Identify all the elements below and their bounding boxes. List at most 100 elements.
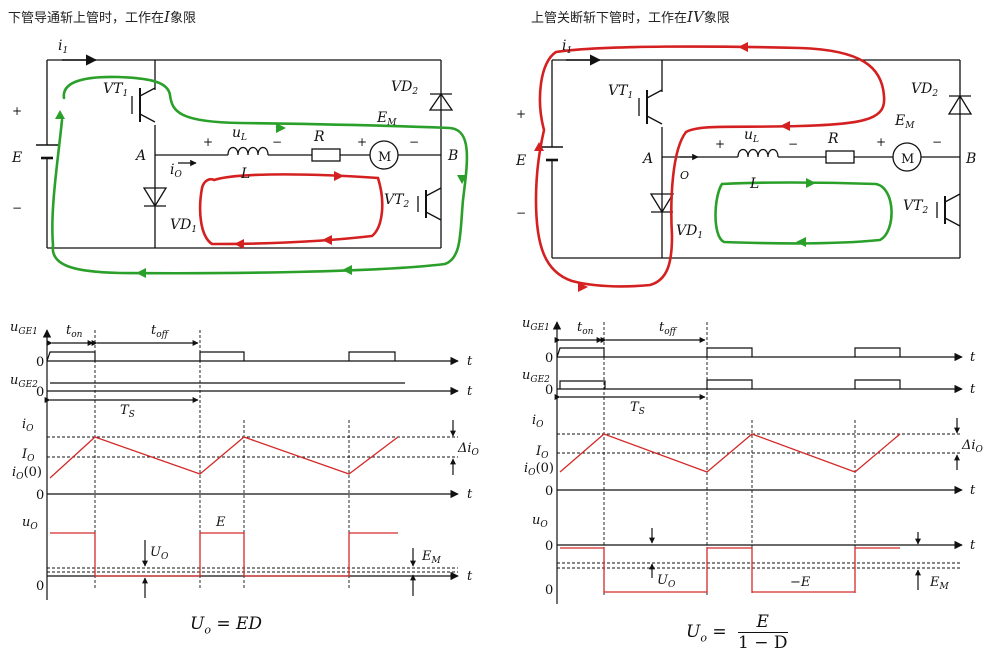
svg-text:E: E (215, 515, 226, 530)
green-arrowhead (806, 178, 816, 188)
green-arrowhead (55, 110, 65, 119)
svg-text:A: A (641, 151, 653, 167)
svg-text:O: O (680, 169, 689, 182)
svg-text:0: 0 (36, 355, 44, 370)
svg-text:i1: i1 (58, 38, 68, 56)
red-arrowhead (780, 121, 790, 131)
svg-text:uL: uL (744, 127, 759, 145)
svg-text:0: 0 (545, 383, 553, 398)
green-arrowhead (796, 237, 806, 247)
current-path-red-right (534, 45, 886, 288)
svg-text:t: t (970, 483, 976, 498)
motor-symbol: M (378, 150, 391, 165)
svg-text:uGE1: uGE1 (522, 316, 550, 333)
svg-text:toff: toff (151, 323, 170, 340)
svg-text:−: − (788, 137, 798, 151)
red-arrowhead (534, 142, 544, 151)
svg-text:EM: EM (929, 575, 950, 592)
svg-text:uO: uO (22, 515, 38, 532)
svg-text:L: L (240, 166, 250, 182)
svg-text:t: t (467, 569, 473, 584)
svg-text:VT1: VT1 (103, 81, 128, 99)
red-arrowhead (322, 235, 332, 245)
green-arrowhead (342, 265, 352, 275)
svg-text:EM: EM (421, 549, 442, 566)
svg-text:iO: iO (532, 413, 544, 430)
svg-text:0: 0 (545, 351, 553, 366)
svg-text:IO: IO (535, 444, 549, 461)
red-arrowhead (234, 239, 244, 249)
red-arrowhead (578, 282, 588, 292)
svg-text:VD1: VD1 (170, 217, 197, 235)
svg-text:uO: uO (532, 513, 548, 530)
svg-text:uGE1: uGE1 (10, 320, 38, 337)
waveform-left-labels: uGE1 0 uGE2 0 t t t t ton toff TS iO IO … (10, 320, 480, 594)
svg-text:+: + (516, 107, 526, 121)
svg-text:uGE2: uGE2 (522, 368, 550, 385)
red-arrowhead (738, 42, 748, 52)
svg-text:UO: UO (657, 573, 676, 590)
caption-quadrant-4: 上管关断斩下管时，工作在IV象限 (531, 8, 730, 26)
svg-text:UO: UO (150, 545, 169, 562)
svg-text:B: B (447, 148, 458, 164)
svg-text:VD2: VD2 (391, 79, 418, 97)
svg-text:+: + (357, 135, 367, 149)
svg-text:+: + (203, 135, 213, 149)
svg-text:EM: EM (376, 110, 397, 128)
svg-text:t: t (970, 382, 976, 397)
svg-text:ton: ton (577, 320, 594, 337)
green-arrowhead (457, 175, 467, 184)
svg-text:VT2: VT2 (903, 198, 928, 216)
svg-text:E: E (11, 150, 22, 166)
svg-text:t: t (970, 538, 976, 553)
caption-quadrant-1: 下管导通斩上管时，工作在I象限 (8, 8, 196, 26)
waveforms-left (42, 329, 459, 600)
svg-text:0: 0 (36, 385, 44, 400)
svg-text:+: + (876, 135, 886, 149)
svg-text:uGE2: uGE2 (10, 373, 38, 390)
waveform-red-right (559, 433, 901, 593)
svg-text:R: R (313, 129, 325, 145)
svg-text:iO: iO (22, 417, 34, 434)
green-arrowhead (136, 268, 146, 278)
svg-text:−: − (272, 135, 282, 149)
svg-text:0: 0 (36, 579, 44, 594)
svg-text:TS: TS (120, 403, 135, 420)
svg-text:t: t (970, 350, 976, 365)
svg-text:E: E (515, 153, 526, 169)
waveform-red-left (49, 436, 399, 577)
svg-text:−: − (932, 135, 942, 149)
waveform-right-labels: uGE1 0 uGE2 0 t t t t ton toff TS iO IO … (522, 316, 984, 598)
current-path-green-left (51, 75, 469, 275)
svg-text:0: 0 (545, 539, 553, 554)
svg-text:+: + (12, 104, 22, 118)
svg-text:EM: EM (894, 113, 915, 131)
svg-text:−E: −E (790, 575, 811, 590)
circuit-left-labels: i1 VT1 VD2 + E − A B iO + uL − L R + EM … (11, 38, 458, 235)
svg-text:A: A (134, 148, 146, 164)
waveforms-right (552, 321, 963, 604)
svg-text:t: t (467, 384, 473, 399)
green-arrowhead (276, 123, 286, 133)
formula-right: Uo = E 1 − D (686, 612, 788, 653)
svg-text:iO(0): iO(0) (12, 465, 42, 482)
svg-text:uL: uL (232, 125, 247, 143)
svg-text:i1: i1 (562, 38, 572, 56)
svg-text:toff: toff (659, 320, 678, 337)
red-arrowhead (334, 171, 344, 181)
svg-text:L: L (749, 176, 759, 192)
fraction: E 1 − D (738, 612, 788, 653)
svg-text:R: R (827, 131, 839, 147)
svg-text:−: − (516, 206, 526, 220)
circuit-right-labels: i1 VT1 VD2 + E − A B O + uL − L R + EM −… (515, 38, 976, 241)
formula-left: Uo = ED (190, 614, 263, 637)
svg-text:−: − (12, 201, 22, 215)
svg-text:TS: TS (630, 400, 645, 417)
svg-text:iO(0): iO(0) (524, 461, 554, 478)
svg-text:−: − (409, 135, 419, 149)
motor-symbol: M (901, 152, 914, 167)
current-path-green-right (714, 181, 893, 245)
svg-text:0: 0 (545, 583, 553, 598)
current-path-red-left (198, 173, 384, 246)
